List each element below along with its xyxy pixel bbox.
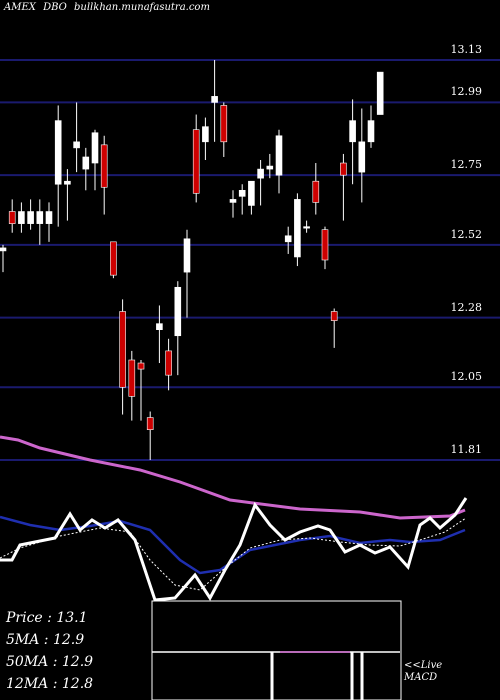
down-candle	[321, 229, 329, 261]
up-candle	[294, 199, 301, 258]
chart-header: AMEX DBO bullkhan.munafasutra.com	[4, 2, 214, 13]
down-candle	[146, 417, 154, 430]
down-candle	[8, 211, 16, 224]
up-candle	[27, 211, 34, 224]
down-candle	[192, 129, 200, 194]
up-candle	[284, 235, 292, 243]
up-candle	[91, 132, 99, 164]
y-tick-label: 12.52	[450, 227, 483, 241]
down-candle	[340, 162, 347, 176]
up-candle	[82, 156, 90, 170]
up-candle	[202, 126, 209, 143]
down-candle	[330, 311, 338, 321]
up-candle	[45, 211, 53, 224]
up-candle	[36, 211, 44, 224]
up-candle	[183, 238, 191, 273]
down-candle	[100, 144, 108, 188]
y-tick-label: 12.75	[450, 158, 483, 172]
down-candle	[220, 105, 228, 143]
exchange-label: AMEX	[4, 2, 36, 13]
down-candle	[312, 180, 320, 203]
up-candle	[18, 211, 25, 224]
up-candle	[64, 180, 71, 185]
indicator-panel	[0, 497, 468, 700]
up-candle	[229, 199, 237, 203]
fast-ma-line	[0, 515, 466, 575]
up-candle	[376, 71, 384, 115]
down-candle	[128, 359, 136, 397]
macd-label: MACD	[404, 672, 438, 683]
up-candle	[73, 141, 80, 149]
y-tick-label: 12.05	[450, 370, 483, 384]
up-candle	[211, 96, 218, 103]
ma50-readout: 50MA : 12.9	[6, 654, 94, 670]
up-candle	[349, 120, 356, 143]
y-tick-label: 11.81	[450, 443, 483, 456]
up-candle	[248, 180, 255, 206]
y-tick-label: 12.99	[450, 85, 483, 99]
symbol-label: DBO	[43, 2, 67, 13]
up-candle	[257, 168, 264, 179]
up-candle	[367, 120, 375, 143]
up-candle	[0, 247, 7, 252]
up-candle	[156, 323, 163, 330]
site-label: bullkhan.munafasutra.com	[74, 2, 210, 13]
up-candle	[275, 135, 283, 176]
up-candle	[238, 190, 246, 197]
macd-box	[151, 600, 402, 700]
y-tick-label: 13.13	[450, 43, 483, 56]
moving-average-lines	[0, 435, 466, 520]
up-candle	[174, 286, 182, 337]
grid-lines	[0, 59, 500, 461]
up-candle	[358, 141, 366, 173]
up-candle	[54, 120, 62, 185]
up-candle	[303, 226, 310, 229]
ma5-readout: 5MA : 12.9	[6, 632, 85, 648]
down-candle	[110, 241, 117, 276]
candlesticks	[0, 60, 384, 460]
up-candle	[266, 165, 274, 170]
slow-ma-line	[0, 435, 466, 520]
indicator-line	[0, 497, 468, 602]
down-candle	[137, 362, 145, 370]
ma12-readout: 12MA : 12.8	[6, 676, 94, 692]
y-tick-label: 12.28	[450, 300, 483, 314]
price-readout: Price : 13.1	[6, 610, 88, 626]
down-candle	[165, 350, 172, 376]
live-label: <<Live	[404, 660, 443, 671]
down-candle	[119, 311, 126, 388]
